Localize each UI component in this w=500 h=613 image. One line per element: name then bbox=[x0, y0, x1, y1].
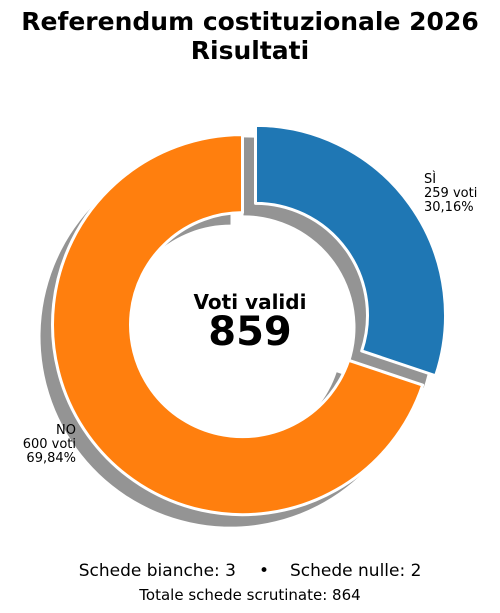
footer-totale: Totale schede scrutinate: 864 bbox=[138, 586, 360, 604]
footer-separator: • bbox=[259, 561, 269, 581]
slice-s bbox=[253, 123, 447, 378]
chart-title-line-1: Referendum costituzionale 2026 bbox=[21, 7, 478, 36]
slice-label-no-name: NO bbox=[56, 423, 76, 438]
slice-label-si: SÌ 259 voti 30,16% bbox=[424, 171, 477, 215]
slice-label-si-percent: 30,16% bbox=[424, 200, 474, 215]
slice-label-si-name: SÌ bbox=[424, 171, 436, 187]
donut-slices bbox=[51, 123, 447, 517]
footer-bianche: Schede bianche: 3 bbox=[79, 561, 236, 581]
slice-label-no-percent: 69,84% bbox=[26, 451, 76, 466]
slice-label-no: NO 600 voti 69,84% bbox=[23, 423, 76, 466]
chart-title-line-2: Risultati bbox=[191, 36, 309, 65]
footer: Schede bianche: 3 • Schede nulle: 2 Tota… bbox=[79, 561, 422, 604]
slice-label-no-votes: 600 voti bbox=[23, 437, 76, 452]
slice-no bbox=[51, 133, 425, 517]
footer-nulle: Schede nulle: 2 bbox=[290, 561, 421, 581]
chart-title: Referendum costituzionale 2026 Risultati bbox=[21, 7, 478, 65]
center-value: 859 bbox=[208, 309, 292, 355]
slice-label-si-votes: 259 voti bbox=[424, 186, 477, 201]
center-label: Voti validi bbox=[194, 290, 307, 314]
